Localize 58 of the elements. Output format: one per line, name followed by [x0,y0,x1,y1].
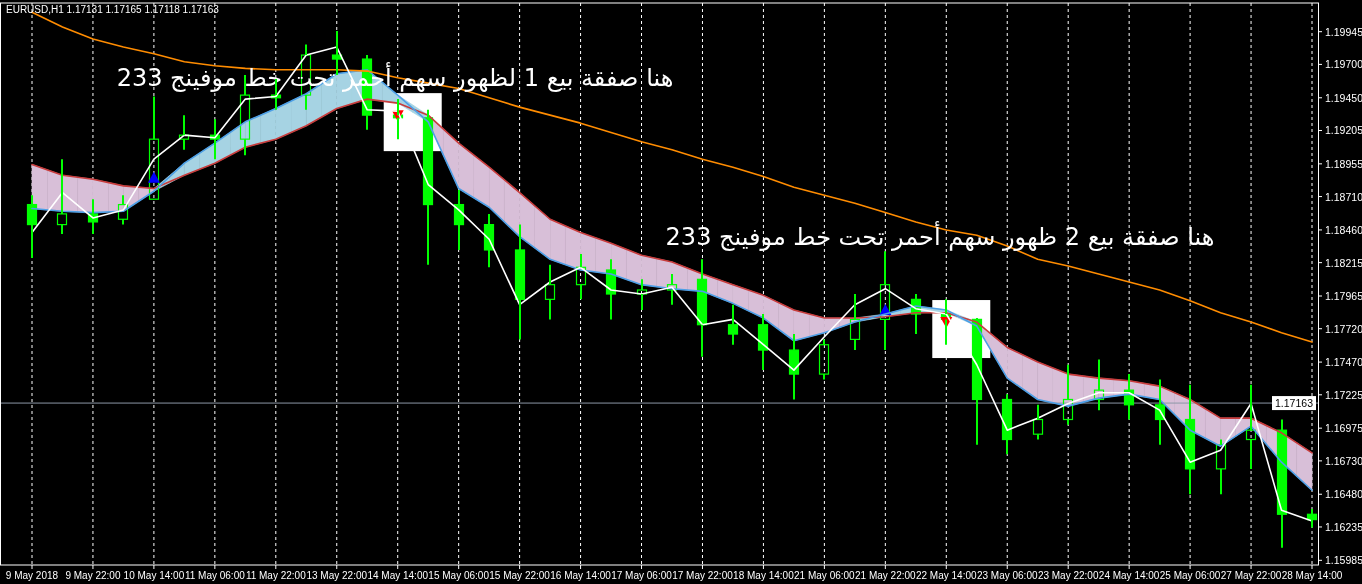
y-tick-label: 1.18460 [1325,223,1362,236]
candlestick [757,313,769,372]
x-tick-label: 15 May 06:00 [428,570,490,581]
candlestick [666,272,678,306]
candlestick [544,263,556,321]
x-tick-label: 15 May 22:00 [489,570,551,581]
x-tick-label: 23 May 06:00 [976,570,1038,581]
y-tick-label: 1.16730 [1325,454,1362,467]
y-tick-label: 1.17225 [1325,388,1362,401]
y-tick-label: 1.19945 [1325,25,1362,38]
candlestick [727,303,739,346]
x-tick-label: 27 May 22:00 [1220,570,1282,581]
y-tick-label: 1.17470 [1325,356,1362,369]
x-tick-label: 17 May 22:00 [672,570,734,581]
y-tick-label: 1.16235 [1325,520,1362,533]
x-tick-label: 9 May 22:00 [65,570,121,581]
y-tick-label: 1.18215 [1325,256,1362,269]
x-tick-label: 21 May 22:00 [855,570,917,581]
x-tick-label: 13 May 22:00 [306,570,368,581]
chart-title: EURUSD,H1 1.17131 1.17165 1.17118 1.17163 [6,4,220,15]
x-tick-label: 22 May 14:00 [915,570,978,581]
y-tick-label: 1.15985 [1325,554,1362,567]
x-tick-label: 10 May 14:00 [123,570,185,581]
x-tick-label: 11 May 06:00 [184,570,246,581]
y-tick-label: 1.16975 [1325,422,1362,435]
x-tick-label: 14 May 14:00 [367,570,429,581]
candlestick [1001,393,1013,456]
point [147,171,160,183]
candlestick [514,223,526,341]
candlestick [1215,438,1227,496]
candlestick [178,114,190,151]
x-tick-label: 16 May 14:00 [550,570,612,581]
y-tick-label: 1.19700 [1325,58,1362,71]
x-tick-label: 28 May 14:00 [1281,570,1343,581]
y-tick-label: 1.16480 [1325,488,1362,501]
y-tick-label: 1.17965 [1325,290,1362,303]
annotation: هنا صفقة بيع 2 ظهور سهم أحمر تحت خط موفينج 233 [665,221,1215,251]
candlestick [636,278,648,312]
x-tick-label: 24 May 14:00 [1098,570,1160,581]
ref-line-label: 1.17163 [1275,397,1314,410]
y-tick-label: 1.17720 [1325,322,1362,335]
candlestick [117,194,129,226]
y-tick-label: 1.18955 [1325,157,1362,170]
x-tick-label: 11 May 22:00 [245,570,307,581]
candlestick [1032,403,1044,441]
x-tick-label: 23 May 22:00 [1037,570,1099,581]
candlestick [26,194,38,259]
x-tick-label: 25 May 06:00 [1159,570,1221,581]
candlestick [788,333,800,401]
x-tick-label: 17 May 06:00 [611,570,673,581]
x-tick-label: 9 May 2018 [5,570,59,581]
x-tick-label: 21 May 06:00 [794,570,856,581]
y-tick-label: 1.19450 [1325,91,1362,104]
y-tick-label: 1.18710 [1325,190,1362,203]
candlestick [575,252,587,301]
y-tick-label: 1.19205 [1325,124,1362,137]
candlestick [818,338,830,381]
x-tick-label: 18 May 14:00 [733,570,795,581]
